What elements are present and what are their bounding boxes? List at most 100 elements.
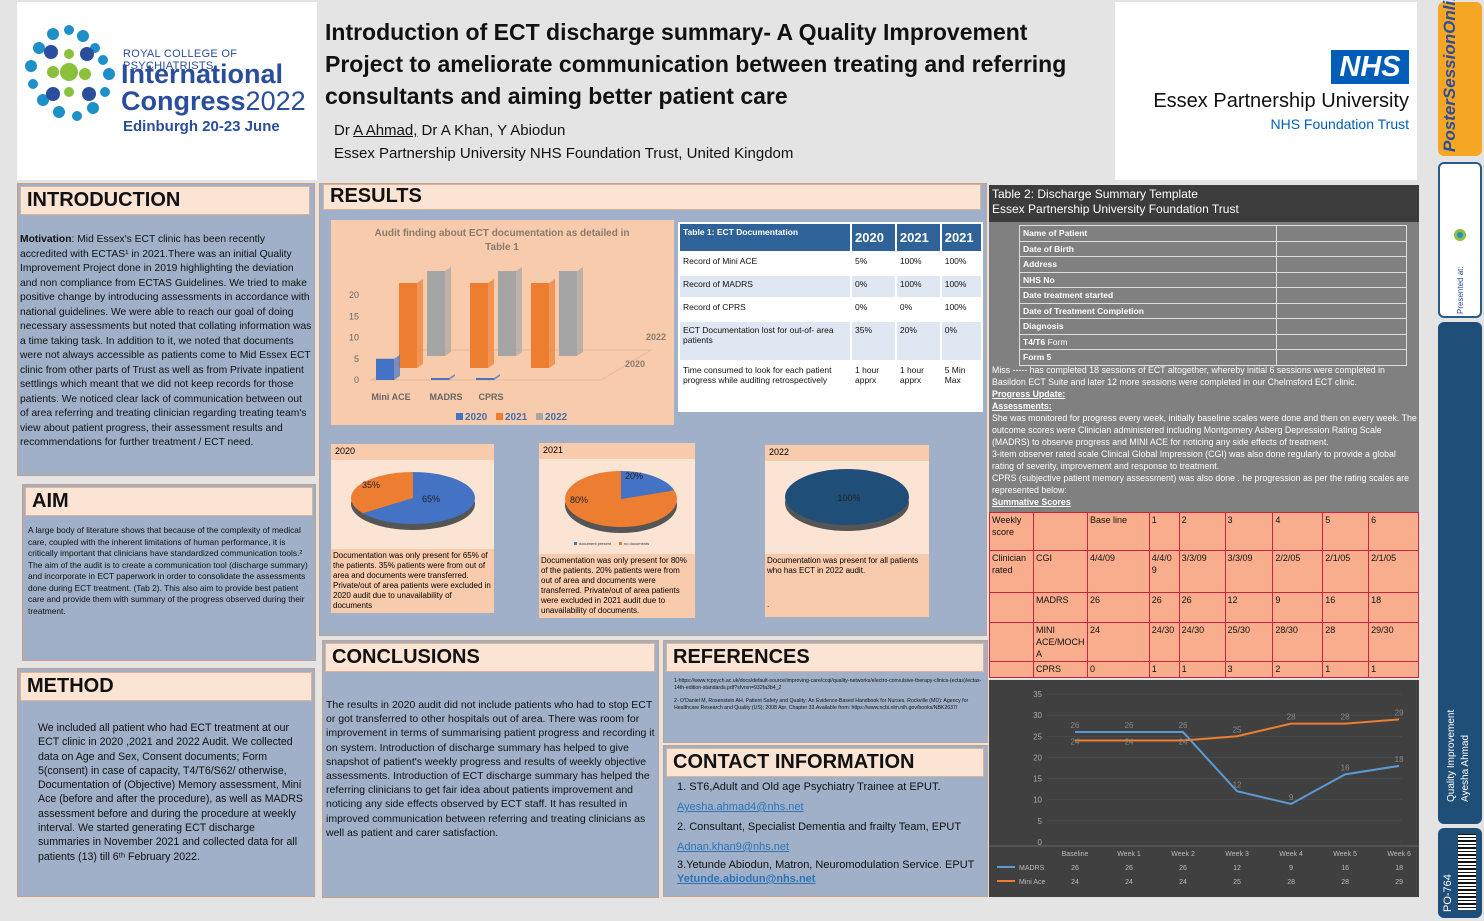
nhs-logo-panel: NHS Essex Partnership University NHS Fou…: [1115, 2, 1417, 180]
table2-field-row: Diagnosis: [1019, 318, 1407, 335]
congress-logo-panel: ROYAL COLLEGE OF PSYCHIATRISTS Internati…: [17, 2, 317, 180]
scores-cell: CGI: [1032, 550, 1088, 593]
line-data-label: 24: [1179, 738, 1188, 747]
nhs-trust: NHS Foundation Trust: [1270, 116, 1409, 132]
bar-legend-swatch: [496, 413, 503, 420]
table1-body: Record of Mini ACE 5% 100% 100% Record of MA…: [678, 251, 984, 412]
scores-cell: [989, 592, 1034, 623]
table1-row: ECT Documentation lost for out-of- area …: [678, 320, 984, 362]
scores-cell: 1: [1368, 661, 1419, 678]
bar-2021: [531, 283, 549, 368]
table2-field-value: [1276, 225, 1407, 242]
scores-cell: 12: [1224, 592, 1274, 623]
aim-heading: AIM: [25, 487, 313, 516]
line-legend-label: MADRS: [1019, 865, 1045, 872]
contact-heading: CONTACT INFORMATION: [666, 748, 984, 777]
line-series-Mini Ace: [1075, 718, 1400, 742]
pie-slice: [351, 472, 413, 514]
bar-side-2020: [394, 354, 400, 380]
table2-field-row: Name of Patient: [1019, 225, 1407, 242]
poster-code: PO-764: [1442, 874, 1454, 912]
bar-2022: [427, 271, 445, 356]
aim-text: A large body of literature shows that be…: [28, 525, 308, 616]
scores-cell: [989, 661, 1034, 678]
sidebar-presented-text: Presented at:: [1456, 266, 1465, 314]
scores-cell: 28/30: [1272, 622, 1324, 662]
pie-legend-label: no documents: [624, 541, 649, 546]
bar-x-tick: Mini ACE: [371, 392, 410, 402]
line-y-tick: 0: [1038, 838, 1043, 847]
line-table-value: 16: [1341, 865, 1349, 872]
scores-cell: 9: [1272, 592, 1324, 623]
scores-cell: 24/30: [1178, 622, 1226, 662]
scores-cell: 3: [1224, 661, 1274, 678]
table2-field-value: [1276, 333, 1407, 350]
line-y-tick: 30: [1033, 711, 1042, 720]
table1-cell: 0%: [939, 320, 984, 362]
table2-p2: She was monitored for progress every wee…: [992, 413, 1417, 447]
line-data-label: 25: [1233, 725, 1242, 734]
author-rest: Dr A Khan, Y Abiodun: [417, 122, 566, 139]
line-table-value: 24: [1071, 879, 1079, 886]
scores-cell: 2/1/05: [1322, 550, 1370, 593]
table2-text: Miss ----- has completed 18 sessions of …: [992, 364, 1417, 508]
bar-2020: [376, 358, 394, 380]
pie-2022-dot: .: [767, 600, 770, 609]
scores-cell: 4: [1272, 512, 1324, 551]
introduction-section: INTRODUCTION Motivation: Mid Essex's ECT…: [17, 183, 315, 476]
email-3-link[interactable]: Yetunde.abiodun@nhs.net: [677, 873, 816, 885]
table1-cell: Record of Mini ACE: [678, 251, 852, 276]
line-x-tick: Week 4: [1279, 851, 1303, 858]
scores-cell: 6: [1368, 512, 1419, 551]
scores-cell: 24/30: [1148, 622, 1180, 662]
bar-y-tick: 15: [349, 311, 359, 321]
table2-title: Table 2: Discharge Summary Template Esse…: [989, 185, 1419, 222]
line-table-value: 12: [1233, 865, 1241, 872]
bar-2022: [559, 271, 577, 356]
line-table-value: 24: [1125, 879, 1133, 886]
bar-side-2021: [549, 279, 555, 368]
bar-2022: [498, 271, 516, 356]
sidebar-presented: Presented at:: [1438, 162, 1482, 318]
method-section: METHOD We included all patient who had E…: [17, 668, 315, 897]
scores-cell: 0: [1086, 661, 1150, 678]
scores-cell: 4/4/0 9: [1148, 550, 1180, 593]
introduction-heading: INTRODUCTION: [20, 186, 310, 215]
reference-1: 1-https://www.rcpsych.ac.uk/docs/default…: [674, 678, 982, 691]
email-1-link[interactable]: Ayesha.ahmad4@nhs.net: [677, 801, 804, 813]
bar-depth-label: 2022: [646, 332, 666, 342]
line-data-label: 9: [1289, 793, 1294, 802]
bar-side-2020: [494, 374, 500, 380]
table2-field-label: Date of Birth: [1019, 240, 1277, 257]
table2-p1: Miss ----- has completed 18 sessions of …: [992, 365, 1385, 387]
scores-table: Weekly score Base line 1 2 3 4 5 6 Clinician rat…: [989, 512, 1419, 678]
pie-2022-caption-box: Documentation was present for all patien…: [765, 554, 929, 617]
pie-legend-swatch: [619, 542, 622, 545]
scores-cell: 5: [1322, 512, 1370, 551]
line-data-label: 18: [1395, 755, 1404, 764]
bar-legend-swatch: [456, 413, 463, 420]
congress-word: Congress: [121, 86, 246, 116]
scores-cell: Weekly score: [989, 512, 1034, 551]
scores-cell: 2/2/05: [1272, 550, 1324, 593]
table2-field-row: Form 5: [1019, 349, 1407, 366]
table2-field-value: [1276, 302, 1407, 319]
scores-cell: 2: [1272, 661, 1324, 678]
references-heading: REFERENCES: [666, 643, 984, 672]
results-heading: RESULTS: [323, 184, 981, 210]
table1-cell: 0%: [850, 274, 897, 299]
table1-cell: 100%: [939, 297, 984, 322]
email-2-link[interactable]: Adnan.khan9@nhs.net: [677, 841, 790, 853]
pie-slice: [785, 469, 909, 525]
scores-cell: 2: [1178, 512, 1226, 551]
scores-cell: [1032, 512, 1088, 551]
table2-field-value: [1276, 349, 1407, 366]
table2-p3: 3-item observer rated scale Clinical Glo…: [992, 449, 1396, 471]
table1-cell: Record of MADRS: [678, 274, 852, 299]
poster-title-panel: Introduction of ECT discharge summary- A…: [318, 2, 1113, 180]
reference-2: 2- O'Daniel M, Rosenstein AH. Patient Sa…: [674, 698, 969, 711]
poster-affiliation: Essex Partnership University NHS Foundat…: [334, 145, 794, 162]
line-data-label: 24: [1125, 738, 1134, 747]
bar-y-tick: 20: [349, 290, 359, 300]
line-x-tick: Week 5: [1333, 851, 1357, 858]
